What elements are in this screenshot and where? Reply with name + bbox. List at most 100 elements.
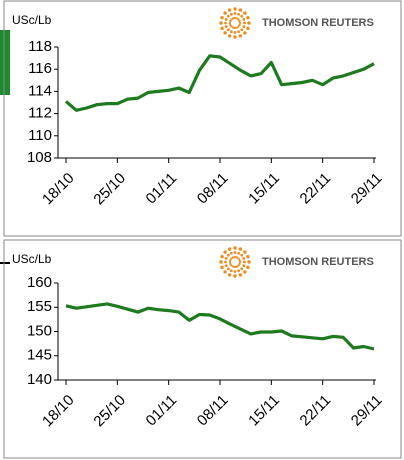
logo-dot xyxy=(237,257,240,260)
logo-dot xyxy=(233,270,237,273)
logo-dot xyxy=(233,35,237,39)
y-tick-label: 145 xyxy=(27,347,52,364)
x-tick-label: 08/11 xyxy=(194,170,232,208)
x-tick-label: 29/11 xyxy=(348,170,386,208)
logo-dot xyxy=(229,19,232,23)
logo-dot xyxy=(233,265,237,269)
data-line xyxy=(64,54,375,112)
data-line xyxy=(65,302,375,351)
logo-dot xyxy=(238,273,243,277)
logo-dot xyxy=(233,7,237,11)
logo-dot xyxy=(230,25,233,28)
logo-dot xyxy=(229,258,232,262)
x-tick-label: 01/11 xyxy=(143,170,181,208)
logo-dot xyxy=(246,15,250,20)
logo-dot xyxy=(231,265,235,268)
logo-dot xyxy=(243,21,246,25)
logo-dot xyxy=(240,14,244,18)
logo-dot xyxy=(240,253,244,257)
y-tick-label: 108 xyxy=(27,149,52,166)
logo-dot xyxy=(224,260,227,264)
logo-dot xyxy=(227,247,232,251)
logo-dot xyxy=(243,31,247,35)
logo-dot xyxy=(229,23,232,27)
x-tick-label: 18/10 xyxy=(39,392,78,431)
logo-dot xyxy=(237,18,240,21)
y-tick-label: 114 xyxy=(28,82,52,99)
logo-dot xyxy=(237,25,240,28)
y-axis-label: USc/Lb xyxy=(12,13,52,27)
logo-dot xyxy=(226,253,230,257)
logo-dot xyxy=(228,260,232,264)
logo-dot xyxy=(224,25,228,29)
logo-dot xyxy=(237,12,241,16)
logo-dot xyxy=(233,12,237,15)
logo-dot xyxy=(220,15,224,20)
logo-dot xyxy=(243,260,246,264)
x-tick-label: 15/11 xyxy=(245,170,283,208)
y-tick-label: 150 xyxy=(27,322,52,339)
logo-dot xyxy=(224,17,228,21)
logo-dot xyxy=(243,11,247,15)
y-tick-label: 110 xyxy=(28,127,52,144)
logo-dot xyxy=(233,246,237,250)
logo-dot xyxy=(229,262,232,266)
logo-dot xyxy=(238,262,241,266)
x-tick-label: 01/11 xyxy=(143,392,181,430)
logo-dot xyxy=(220,254,224,259)
side-strip xyxy=(0,30,10,95)
logo-dot xyxy=(235,26,239,29)
logo-dot xyxy=(238,34,243,38)
logo-dot xyxy=(226,267,230,271)
logo-dot xyxy=(238,23,241,27)
logo-dot xyxy=(230,264,233,267)
logo-dot xyxy=(229,30,233,34)
logo-dot xyxy=(235,265,239,268)
y-tick-label: 118 xyxy=(28,38,52,55)
y-tick-label: 160 xyxy=(27,274,52,291)
logo-dot xyxy=(220,26,224,31)
logo-dot xyxy=(227,34,232,38)
logo-dot xyxy=(226,28,230,32)
y-tick-label: 155 xyxy=(27,298,52,315)
logo-dot xyxy=(229,269,233,273)
logo-dot xyxy=(219,21,223,25)
logo-dot xyxy=(237,264,240,267)
logo-dot xyxy=(247,260,251,264)
logo-dot xyxy=(243,270,247,274)
logo-dot xyxy=(230,18,233,21)
logo-dot xyxy=(233,16,237,20)
logo-dot xyxy=(223,270,227,274)
logo-dot xyxy=(223,250,227,254)
logo-dot xyxy=(233,255,237,259)
logo-dot xyxy=(223,31,227,35)
logo-dot xyxy=(220,265,224,270)
logo-dot xyxy=(238,260,242,264)
chart-frame xyxy=(3,239,402,459)
logo-dot xyxy=(238,258,241,262)
y-tick-label: 112 xyxy=(28,105,52,122)
logo-dot xyxy=(243,250,247,254)
logo-dot xyxy=(233,251,237,254)
logo-dot xyxy=(237,251,241,255)
logo-dot xyxy=(233,31,237,34)
logo-dot xyxy=(231,26,235,29)
logo-dot xyxy=(233,26,237,30)
logo-dot xyxy=(242,25,246,29)
logo-dot xyxy=(226,14,230,18)
logo-dot xyxy=(231,256,235,259)
logo-dot xyxy=(229,251,233,255)
logo-dot xyxy=(224,256,228,260)
logo-dot xyxy=(237,30,241,34)
logo-text: THOMSON REUTERS xyxy=(262,256,374,268)
logo-dot xyxy=(227,273,232,277)
logo-dot xyxy=(240,28,244,32)
logo-dot xyxy=(238,21,242,25)
x-tick-label: 22/11 xyxy=(297,170,335,208)
logo-dot xyxy=(242,264,246,268)
logo-dot xyxy=(235,17,239,20)
logo-dot xyxy=(238,19,241,23)
x-tick-label: 15/11 xyxy=(245,392,283,430)
logo-dot xyxy=(223,11,227,15)
